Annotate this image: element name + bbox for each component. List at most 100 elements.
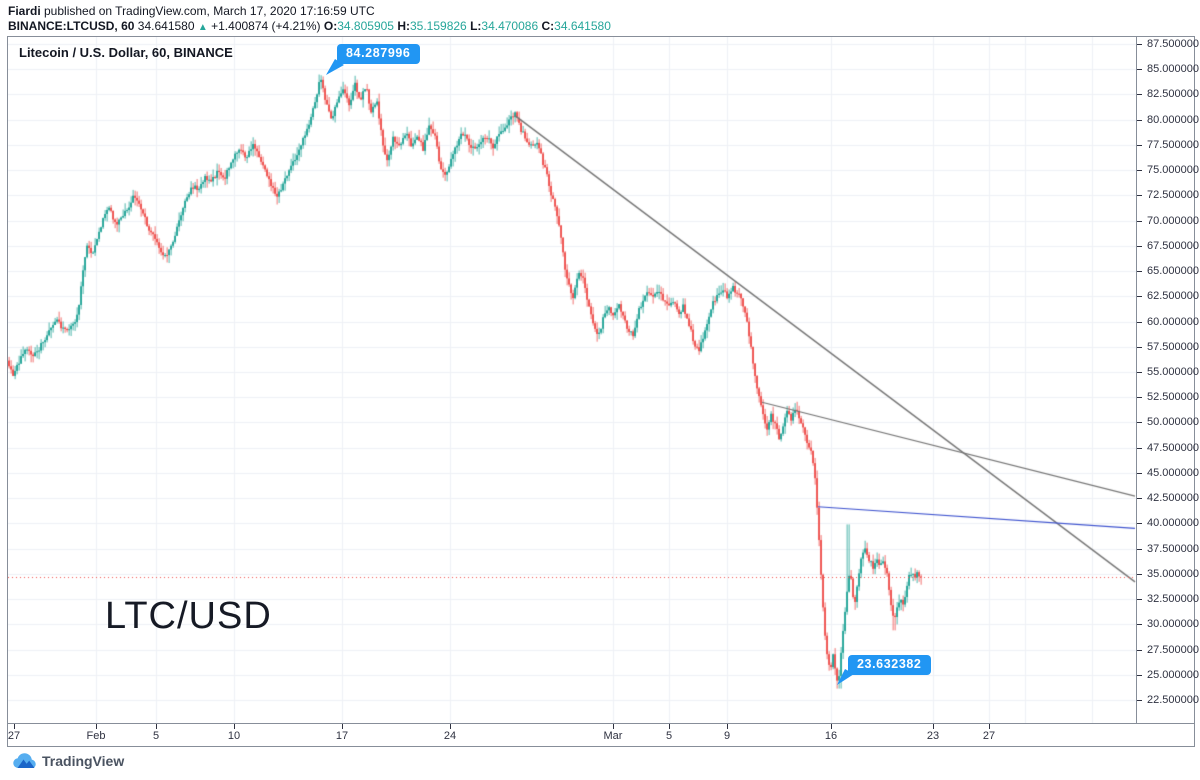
price-axis-tick bbox=[1137, 548, 1142, 550]
time-axis-label: 10 bbox=[227, 730, 241, 742]
price-axis-tick bbox=[1137, 397, 1142, 399]
price-axis-tick bbox=[1137, 195, 1142, 197]
author-name: Fiardi bbox=[8, 4, 41, 18]
price-axis-label: 25.000000 bbox=[1147, 668, 1199, 681]
time-axis-tick bbox=[933, 724, 934, 729]
time-axis-label: 5 bbox=[665, 730, 673, 742]
time-axis-label: 16 bbox=[824, 730, 838, 742]
price-axis-tick bbox=[1137, 498, 1142, 500]
close-value: 34.641580 bbox=[554, 19, 611, 33]
time-axis-tick bbox=[831, 724, 832, 729]
price-axis-label: 35.000000 bbox=[1147, 567, 1199, 580]
time-axis-label: 5 bbox=[152, 730, 160, 742]
close-key: C: bbox=[541, 19, 555, 33]
time-axis-tick bbox=[669, 724, 670, 729]
price-axis-label: 62.500000 bbox=[1147, 290, 1199, 303]
time-axis-tick bbox=[989, 724, 990, 729]
price-axis-tick bbox=[1137, 144, 1142, 146]
price-axis-tick bbox=[1137, 674, 1142, 676]
symbol-label: BINANCE:LTCUSD, 60 bbox=[8, 19, 135, 33]
price-axis-tick bbox=[1137, 372, 1142, 373]
tradingview-logo-text: TradingView bbox=[42, 753, 125, 769]
price-axis-label: 80.000000 bbox=[1147, 113, 1199, 126]
price-axis-label: 27.500000 bbox=[1147, 643, 1199, 656]
price-axis-tick bbox=[1137, 700, 1142, 701]
time-axis-label: 27 bbox=[982, 730, 996, 742]
high-key: H: bbox=[397, 19, 410, 33]
price-axis-label: 70.000000 bbox=[1147, 214, 1199, 227]
price-axis-label: 65.000000 bbox=[1147, 265, 1199, 278]
time-axis-label: 24 bbox=[443, 730, 457, 742]
time-axis-tick bbox=[156, 724, 157, 729]
price-axis[interactable]: 87.500000 85.000000 82.500000 80.000000 77.5… bbox=[1136, 37, 1199, 723]
callout-tail-icon bbox=[326, 59, 344, 75]
price-axis-label: 60.000000 bbox=[1147, 315, 1199, 328]
price-axis-label: 30.000000 bbox=[1147, 618, 1199, 631]
price-axis-tick bbox=[1137, 472, 1142, 474]
low-value: 34.470086 bbox=[481, 19, 539, 33]
open-key: O: bbox=[323, 19, 338, 33]
plot-area[interactable]: Litecoin / U.S. Dollar, 60, BINANCE LTC/… bbox=[8, 37, 1136, 723]
chart-widget: Litecoin / U.S. Dollar, 60, BINANCE LTC/… bbox=[7, 36, 1199, 747]
time-axis-tick bbox=[613, 724, 614, 729]
price-axis-label: 42.500000 bbox=[1147, 492, 1199, 505]
time-axis[interactable]: 27 Feb 5 10 17 24 Mar 5 9 16 23 27 bbox=[8, 723, 1194, 747]
quote-line: BINANCE:LTCUSD, 60 34.641580 ▲ +1.400874… bbox=[8, 19, 611, 33]
price-axis-tick bbox=[1137, 447, 1142, 449]
price-axis-tick bbox=[1137, 649, 1142, 651]
price-axis-tick bbox=[1137, 346, 1142, 348]
price-axis-label: 50.000000 bbox=[1147, 416, 1199, 429]
time-axis-tick bbox=[234, 724, 235, 729]
price-axis-label: 47.500000 bbox=[1147, 441, 1199, 454]
symbol-watermark: LTC/USD bbox=[105, 595, 272, 637]
price-axis-tick bbox=[1137, 599, 1142, 601]
price-axis-tick bbox=[1137, 220, 1142, 222]
price-axis-label: 72.500000 bbox=[1147, 189, 1199, 202]
price-axis-label: 22.500000 bbox=[1147, 694, 1199, 706]
open-value: 34.805905 bbox=[337, 19, 394, 33]
price-axis-tick bbox=[1137, 422, 1142, 424]
price-axis-label: 75.000000 bbox=[1147, 164, 1199, 177]
chart-title: Litecoin / U.S. Dollar, 60, BINANCE bbox=[19, 45, 233, 60]
price-axis-tick bbox=[1137, 69, 1142, 71]
price-axis-tick bbox=[1137, 170, 1142, 172]
price-axis-label: 67.500000 bbox=[1147, 239, 1199, 252]
price-axis-label: 87.500000 bbox=[1147, 38, 1199, 50]
price-axis-label: 55.000000 bbox=[1147, 366, 1199, 378]
price-axis-tick bbox=[1137, 271, 1142, 273]
price-axis-label: 57.500000 bbox=[1147, 340, 1199, 353]
price-axis-tick bbox=[1137, 245, 1142, 247]
time-axis-tick bbox=[342, 724, 343, 729]
tradingview-attribution[interactable]: TradingView bbox=[13, 753, 124, 769]
price-axis-tick bbox=[1137, 573, 1142, 575]
time-axis-tick bbox=[14, 724, 15, 729]
candlestick-chart[interactable] bbox=[8, 37, 1136, 723]
byline-text: published on TradingView.com, March 17, … bbox=[40, 4, 375, 18]
price-axis-tick bbox=[1137, 119, 1142, 121]
time-axis-label: 17 bbox=[335, 730, 349, 742]
price-axis-label: 52.500000 bbox=[1147, 391, 1199, 404]
price-axis-tick bbox=[1137, 94, 1142, 96]
price-axis-label: 82.500000 bbox=[1147, 88, 1199, 101]
price-axis-label: 85.000000 bbox=[1147, 63, 1199, 76]
time-axis-tick bbox=[96, 724, 97, 729]
time-axis-label: 9 bbox=[723, 730, 731, 742]
price-axis-label: 40.000000 bbox=[1147, 517, 1199, 530]
change-text: +1.400874 (+4.21%) bbox=[211, 19, 321, 33]
last-price: 34.641580 bbox=[137, 19, 195, 33]
byline: Fiardi published on TradingView.com, Mar… bbox=[8, 4, 375, 18]
price-axis-tick bbox=[1137, 296, 1142, 298]
time-axis-tick bbox=[727, 724, 728, 729]
callout-tail-icon bbox=[837, 669, 854, 685]
low-price-callout[interactable]: 23.632382 bbox=[837, 655, 931, 685]
high-value: 35.159826 bbox=[409, 19, 467, 33]
price-axis-label: 37.500000 bbox=[1147, 542, 1199, 555]
high-callout-value: 84.287996 bbox=[346, 46, 411, 60]
price-axis-tick bbox=[1137, 523, 1142, 525]
price-axis-tick bbox=[1137, 321, 1142, 323]
price-axis-tick bbox=[1137, 624, 1142, 626]
price-axis-label: 45.000000 bbox=[1147, 466, 1199, 479]
time-axis-tick bbox=[450, 724, 451, 729]
high-price-callout[interactable]: 84.287996 bbox=[326, 44, 420, 75]
time-axis-label: 23 bbox=[926, 730, 940, 742]
